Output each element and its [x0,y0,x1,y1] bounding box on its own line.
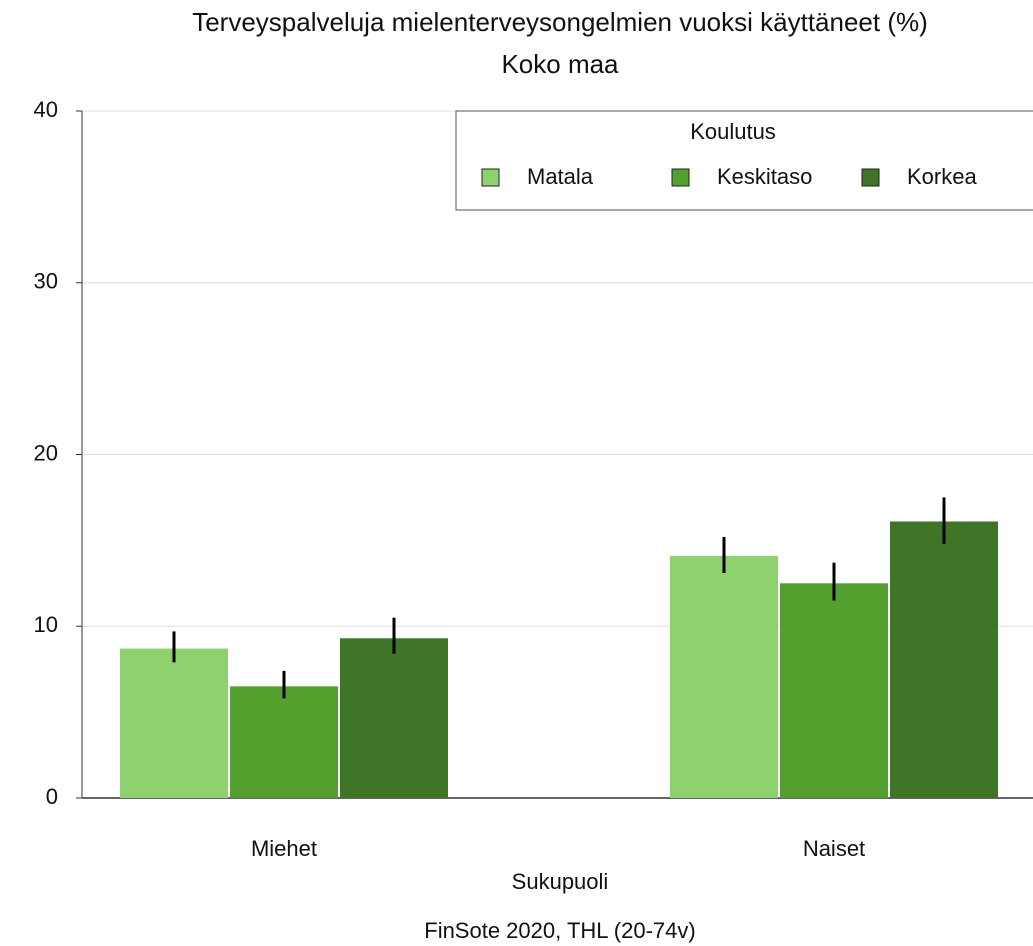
legend-box [455,110,1033,211]
chart-title: Terveyspalveluja mielenterveysongelmien … [192,7,928,37]
x-tick-label: Naiset [803,836,865,861]
bar [120,648,228,798]
legend-label: Keskitaso [717,164,812,189]
bar [670,555,778,798]
x-tick-label: Miehet [251,836,317,861]
legend-swatch [671,168,690,187]
legend-label: Korkea [907,164,977,189]
x-axis-label: Sukupuoli [512,869,609,894]
y-tick-label: 30 [34,269,58,294]
caption: FinSote 2020, THL (20-74v) [424,918,695,943]
legend-swatch [861,168,880,187]
y-tick-label: 10 [34,612,58,637]
legend-title: Koulutus [690,119,776,144]
bar [890,521,998,798]
bar [340,638,448,798]
legend-label: Matala [527,164,594,189]
y-tick-label: 0 [46,784,58,809]
legend-swatch [481,168,500,187]
bar [780,583,888,798]
chart-subtitle: Koko maa [501,49,619,79]
y-tick-label: 40 [34,97,58,122]
bar [230,686,338,798]
y-tick-label: 20 [34,440,58,465]
